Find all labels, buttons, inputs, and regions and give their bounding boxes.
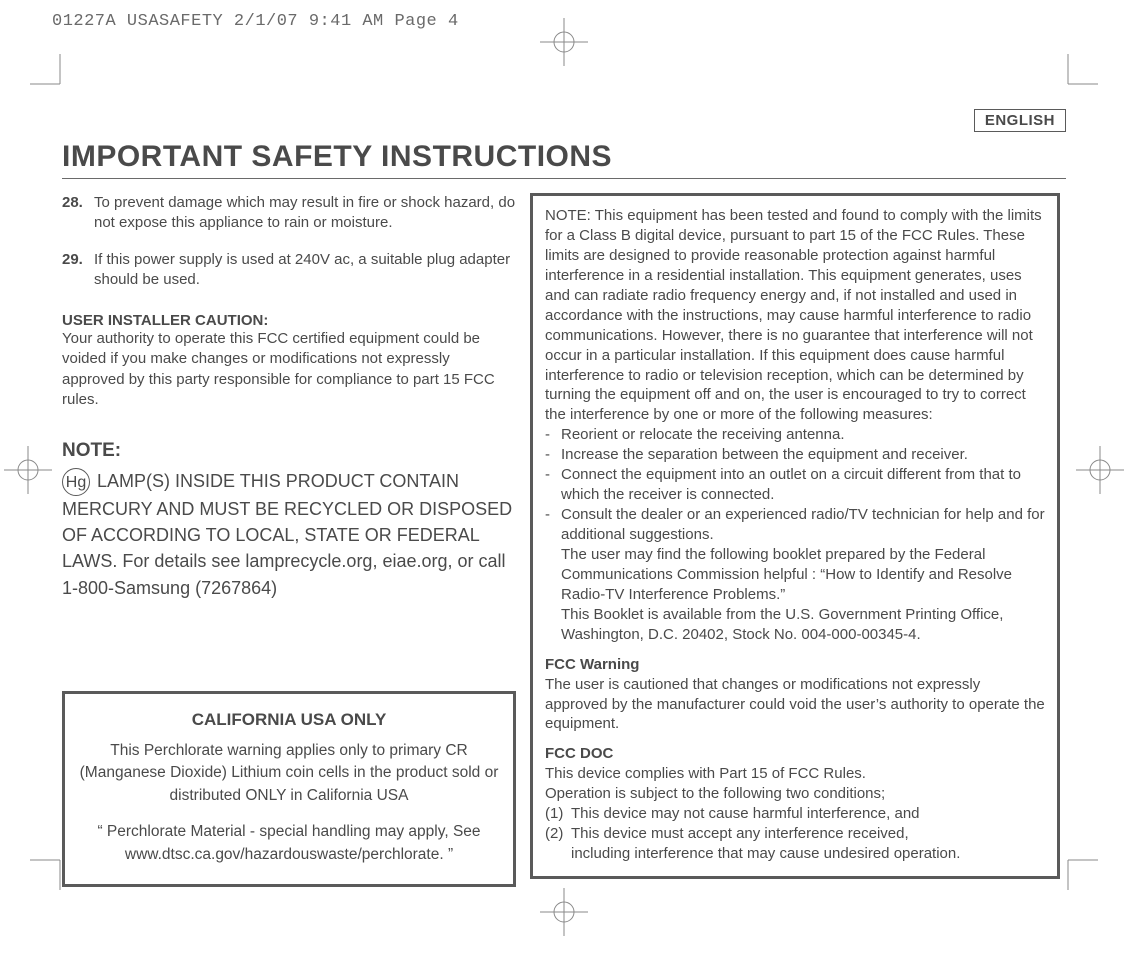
fcc-box: NOTE: This equipment has been tested and… [530, 193, 1060, 879]
item-text: To prevent damage which may result in fi… [94, 193, 516, 234]
safety-item: 28. To prevent damage which may result i… [62, 193, 516, 234]
note-text: LAMP(S) INSIDE THIS PRODUCT CONTAIN MERC… [62, 471, 512, 598]
page-content: ENGLISH IMPORTANT SAFETY INSTRUCTIONS 28… [62, 85, 1066, 887]
california-title: CALIFORNIA USA ONLY [79, 710, 499, 730]
fcc-warning-body: The user is cautioned that changes or mo… [545, 675, 1045, 735]
fcc-bullet: -Connect the equipment into an outlet on… [545, 465, 1045, 505]
caution-heading: USER INSTALLER CAUTION: [62, 312, 516, 329]
fcc-intro: NOTE: This equipment has been tested and… [545, 206, 1045, 425]
item-number: 28. [62, 193, 94, 234]
left-column: 28. To prevent damage which may result i… [62, 193, 516, 887]
note-body: Hg LAMP(S) INSIDE THIS PRODUCT CONTAIN M… [62, 468, 516, 601]
right-column: NOTE: This equipment has been tested and… [530, 193, 1060, 887]
fcc-bullet-text: Increase the separation between the equi… [561, 445, 968, 465]
print-header-slug: 01227A USASAFETY 2/1/07 9:41 AM Page 4 [52, 12, 459, 31]
language-badge: ENGLISH [974, 109, 1066, 132]
note-heading: NOTE: [62, 440, 516, 462]
fcc-warning-heading: FCC Warning [545, 655, 1045, 675]
california-body: This Perchlorate warning applies only to… [79, 740, 499, 807]
item-text: If this power supply is used at 240V ac,… [94, 250, 516, 291]
fcc-extra: The user may find the following booklet … [545, 545, 1045, 605]
registration-mark-right [1076, 446, 1124, 494]
california-box: CALIFORNIA USA ONLY This Perchlorate war… [62, 691, 516, 887]
two-column-layout: 28. To prevent damage which may result i… [62, 193, 1066, 887]
registration-mark-top [540, 18, 588, 66]
fcc-doc-item: (2)This device must accept any interfere… [545, 824, 1045, 844]
page-title: IMPORTANT SAFETY INSTRUCTIONS [62, 140, 1066, 174]
fcc-bullet: -Increase the separation between the equ… [545, 445, 1045, 465]
safety-item: 29. If this power supply is used at 240V… [62, 250, 516, 291]
fcc-bullet-text: Reorient or relocate the receiving anten… [561, 425, 845, 445]
fcc-doc-item-cont: including interference that may cause un… [545, 844, 1045, 864]
caution-body: Your authority to operate this FCC certi… [62, 329, 516, 410]
registration-mark-bottom [540, 888, 588, 936]
fcc-doc-item-text: This device may not cause harmful interf… [571, 804, 920, 824]
california-quote: “ Perchlorate Material - special handlin… [79, 821, 499, 866]
fcc-doc-heading: FCC DOC [545, 744, 1045, 764]
fcc-doc-item-text: This device must accept any interference… [571, 824, 909, 844]
fcc-extra: This Booklet is available from the U.S. … [545, 605, 1045, 645]
fcc-bullet: -Consult the dealer or an experienced ra… [545, 505, 1045, 545]
title-rule [62, 178, 1066, 179]
fcc-bullet-text: Consult the dealer or an experienced rad… [561, 505, 1045, 545]
fcc-doc-line: This device complies with Part 15 of FCC… [545, 764, 1045, 784]
fcc-bullet-text: Connect the equipment into an outlet on … [561, 465, 1045, 505]
registration-mark-left [4, 446, 52, 494]
hg-icon: Hg [62, 468, 90, 496]
item-number: 29. [62, 250, 94, 291]
fcc-bullet: -Reorient or relocate the receiving ante… [545, 425, 1045, 445]
fcc-doc-item: (1)This device may not cause harmful int… [545, 804, 1045, 824]
fcc-doc-line: Operation is subject to the following tw… [545, 784, 1045, 804]
